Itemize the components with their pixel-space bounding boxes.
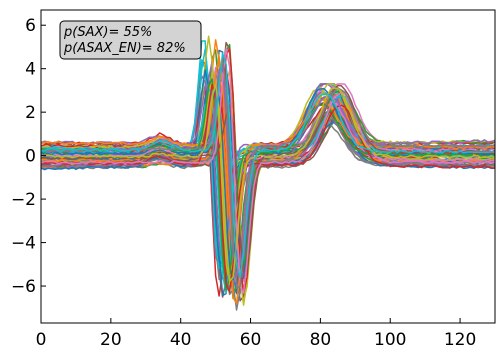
series-line-26	[41, 99, 495, 302]
series-line-33	[41, 89, 495, 274]
legend-line-asax: p(ASAX_EN)= 82%	[63, 41, 186, 56]
series-line-46	[41, 108, 495, 273]
series-line-25	[41, 63, 495, 295]
series-line-7	[41, 113, 495, 284]
series-line-45	[41, 83, 495, 266]
series-line-59	[41, 83, 495, 283]
x-tick-label: 0	[36, 330, 47, 349]
series-line-5	[41, 101, 495, 274]
series-line-44	[41, 47, 495, 295]
plot-frame	[40, 9, 496, 324]
legend-background	[59, 20, 202, 60]
legend-line-sax: p(SAX)= 55%	[63, 25, 152, 40]
legend-box: p(SAX)= 55% p(ASAX_EN)= 82%	[59, 20, 202, 60]
series-line-12	[41, 89, 495, 287]
series-line-57	[41, 47, 495, 294]
series-line-16	[41, 94, 495, 298]
x-tick-label: 40	[170, 330, 192, 349]
series-line-55	[41, 65, 495, 278]
series-traces	[41, 35, 495, 311]
series-line-28	[41, 88, 495, 289]
series-line-56	[41, 84, 495, 273]
x-tick-label: 80	[310, 330, 332, 349]
series-line-53	[41, 78, 495, 291]
series-line-51	[41, 87, 495, 281]
y-tick-label: −6	[11, 277, 36, 297]
y-axis: −6 −4 −2 0 2 4 6	[11, 16, 46, 297]
series-line-21	[41, 71, 495, 282]
series-line-38	[41, 80, 495, 311]
y-tick-label: 0	[25, 147, 36, 167]
series-line-40	[41, 83, 495, 275]
series-line-35	[41, 61, 495, 293]
series-line-17	[41, 83, 495, 286]
x-axis: 0 20 40 60 80 100 120	[36, 318, 476, 349]
series-line-48	[41, 85, 495, 267]
series-line-29	[41, 49, 495, 306]
series-line-54	[41, 83, 495, 294]
series-line-58	[41, 58, 495, 289]
series-line-8	[41, 96, 495, 296]
series-line-2	[41, 97, 495, 279]
series-line-19	[41, 102, 495, 302]
y-tick-label: 6	[25, 16, 36, 36]
y-tick-label: −2	[11, 190, 36, 210]
y-tick-label: 2	[25, 103, 36, 123]
series-line-60	[41, 52, 495, 279]
series-line-3	[41, 91, 495, 300]
series-line-50	[41, 88, 495, 295]
series-line-4	[41, 60, 495, 297]
series-line-37	[41, 66, 495, 282]
series-line-1	[41, 49, 495, 295]
x-tick-label: 100	[374, 330, 406, 349]
series-line-24	[41, 89, 495, 269]
series-line-18	[41, 85, 495, 281]
series-line-31	[41, 80, 495, 297]
series-line-47	[41, 73, 495, 279]
x-tick-label: 20	[100, 330, 122, 349]
x-tick-label: 60	[240, 330, 262, 349]
y-tick-label: −4	[11, 234, 36, 254]
series-line-49	[41, 71, 495, 286]
series-line-42	[41, 93, 495, 305]
y-tick-label: 4	[25, 60, 36, 80]
series-line-15	[41, 75, 495, 272]
series-line-27	[41, 81, 495, 267]
x-tick-label: 120	[444, 330, 476, 349]
